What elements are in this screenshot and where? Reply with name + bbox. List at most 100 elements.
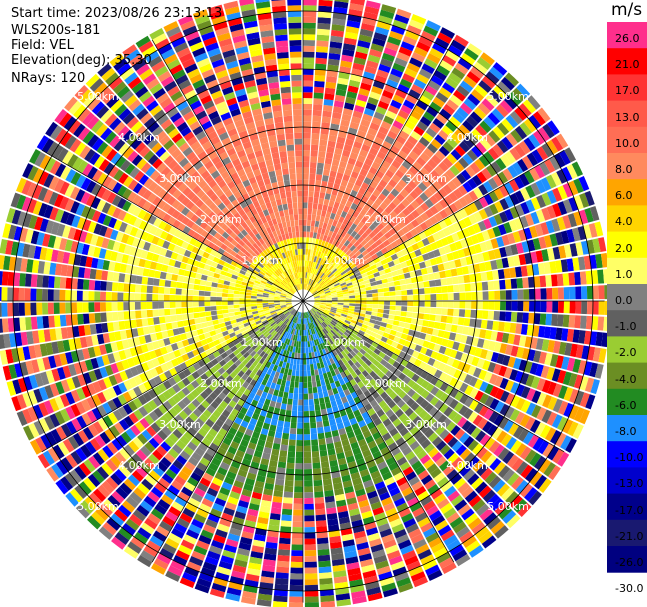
velocity-gate <box>350 230 358 238</box>
velocity-gate <box>338 352 344 360</box>
velocity-gate <box>307 329 311 336</box>
velocity-gate <box>316 168 324 175</box>
velocity-gate <box>158 294 164 301</box>
velocity-gate <box>286 404 293 411</box>
velocity-gate <box>420 554 435 566</box>
velocity-gate <box>505 393 515 406</box>
velocity-gate <box>441 562 457 575</box>
velocity-gate <box>390 68 404 78</box>
velocity-gate <box>313 104 323 111</box>
velocity-gate <box>515 384 526 397</box>
velocity-gate <box>341 364 348 372</box>
velocity-gate <box>537 107 551 123</box>
velocity-gate <box>480 450 493 463</box>
velocity-gate <box>601 332 609 348</box>
velocity-gate <box>443 448 455 460</box>
velocity-gate <box>7 287 14 301</box>
velocity-gate <box>402 73 415 84</box>
velocity-gate <box>451 232 460 242</box>
velocity-gate <box>337 346 344 353</box>
velocity-gate <box>332 260 338 267</box>
velocity-gate <box>381 160 391 170</box>
velocity-gate <box>540 365 550 379</box>
velocity-gate <box>326 371 333 379</box>
velocity-gate <box>448 203 459 214</box>
velocity-gate <box>502 468 515 483</box>
velocity-gate <box>158 309 165 317</box>
velocity-gate <box>308 317 312 324</box>
velocity-gate <box>260 428 269 436</box>
velocity-gate <box>293 492 303 499</box>
velocity-gate <box>445 323 452 332</box>
velocity-gate <box>337 304 344 308</box>
velocity-gate <box>259 463 269 472</box>
velocity-gate <box>209 588 225 598</box>
velocity-gate <box>499 290 506 300</box>
velocity-gate <box>202 561 217 572</box>
velocity-gate <box>76 290 83 301</box>
velocity-gate <box>494 375 504 388</box>
velocity-gate <box>443 216 453 227</box>
velocity-gate <box>123 292 130 301</box>
velocity-gate <box>327 389 334 397</box>
velocity-gate <box>396 577 412 588</box>
velocity-gate <box>313 479 323 487</box>
velocity-gate <box>324 269 330 275</box>
velocity-gate <box>429 510 442 522</box>
velocity-gate <box>247 442 257 450</box>
velocity-gate <box>198 301 205 307</box>
velocity-gate <box>309 323 312 329</box>
velocity-gate <box>233 290 240 295</box>
velocity-gate <box>459 257 468 267</box>
velocity-gate <box>321 467 331 474</box>
velocity-gate <box>552 383 563 398</box>
velocity-gate <box>346 315 353 320</box>
velocity-gate <box>495 104 509 118</box>
velocity-gate <box>362 430 372 439</box>
velocity-gate <box>334 313 341 318</box>
velocity-gate <box>363 107 375 117</box>
velocity-gate <box>384 206 393 215</box>
velocity-gate <box>353 57 367 66</box>
velocity-gate <box>455 444 467 456</box>
velocity-gate <box>531 390 542 404</box>
velocity-gate <box>356 321 363 327</box>
velocity-gate <box>337 302 344 305</box>
velocity-gate <box>433 222 443 232</box>
velocity-gate <box>376 69 389 79</box>
velocity-gate <box>163 287 171 295</box>
velocity-gate <box>370 315 377 321</box>
velocity-gate <box>501 136 514 150</box>
velocity-gate <box>378 126 389 136</box>
velocity-gate <box>519 483 533 498</box>
velocity-gate <box>372 328 379 334</box>
velocity-gate <box>347 287 354 292</box>
velocity-gate <box>343 205 350 213</box>
velocity-gate <box>331 429 340 437</box>
velocity-gate <box>425 532 440 544</box>
velocity-gate <box>434 202 444 212</box>
velocity-gate <box>303 51 315 58</box>
velocity-gate <box>353 327 360 333</box>
velocity-gate <box>509 193 520 206</box>
velocity-gate <box>334 282 340 287</box>
velocity-gate <box>53 276 61 289</box>
velocity-gate <box>555 327 563 341</box>
velocity-gate <box>318 291 325 295</box>
velocity-gate <box>542 123 555 139</box>
velocity-gate <box>396 502 409 513</box>
velocity-gate <box>535 179 547 194</box>
velocity-gate <box>556 216 566 231</box>
velocity-gate <box>371 142 382 151</box>
velocity-gate <box>118 320 126 331</box>
velocity-gate <box>282 373 288 381</box>
velocity-gate <box>469 387 479 399</box>
velocity-gate <box>372 37 386 47</box>
velocity-gate <box>320 240 326 247</box>
velocity-gate <box>283 421 291 428</box>
velocity-gate <box>325 262 331 269</box>
velocity-gate <box>318 324 324 331</box>
velocity-gate <box>328 454 337 462</box>
velocity-gate <box>418 307 425 313</box>
velocity-gate <box>227 305 234 309</box>
